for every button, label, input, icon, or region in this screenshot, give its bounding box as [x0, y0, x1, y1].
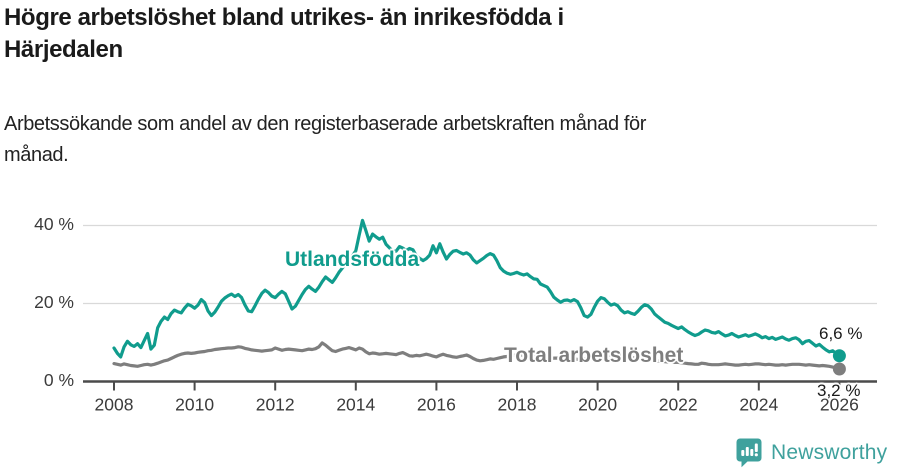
y-axis-tick-label: 40 %	[34, 214, 74, 234]
x-axis-tick-label: 2014	[336, 394, 375, 414]
series-label-total-arbetsloshet: Total arbetslöshet	[504, 344, 684, 367]
x-axis-tick-label: 2008	[95, 394, 134, 414]
y-axis-tick-label: 20 %	[34, 292, 74, 312]
x-axis-tick-label: 2010	[175, 394, 214, 414]
x-axis-tick-label: 2018	[498, 394, 537, 414]
x-axis-tick-label: 2016	[417, 394, 456, 414]
x-axis-tick-label: 2022	[659, 394, 698, 414]
series-line-total	[112, 341, 841, 371]
chart-title: Högre arbetslöshet bland utrikes- än inr…	[4, 2, 564, 66]
chart-subtitle: Arbetssökande som andel av den registerb…	[4, 109, 646, 171]
chart-subtitle-line-2: månad.	[4, 144, 69, 166]
x-axis-tick-label: 2024	[739, 394, 778, 414]
x-axis-tick-label: 2020	[578, 394, 617, 414]
newsworthy-logo[interactable]: Newsworthy	[735, 437, 887, 468]
chart-title-line-2: Härjedalen	[4, 36, 123, 63]
newsworthy-logo-text: Newsworthy	[771, 440, 888, 464]
x-axis-tick-label: 2026	[820, 394, 859, 414]
series-line-utlandsfodda	[112, 218, 841, 359]
series-end-dot-total	[832, 362, 846, 376]
chart-subtitle-line-1: Arbetssökande som andel av den registerb…	[4, 113, 646, 135]
series-end-dot-utlandsfodda	[832, 349, 846, 363]
end-value-total-arbetsloshet: 3,2 %	[817, 381, 861, 400]
newsworthy-bar-chart-bubble-icon	[736, 438, 762, 468]
x-axis-tick-label: 2012	[256, 394, 295, 414]
end-value-utlandsfodda: 6,6 %	[819, 324, 863, 343]
chart-title-line-1: Högre arbetslöshet bland utrikes- än inr…	[4, 4, 564, 31]
y-axis-tick-label: 0 %	[44, 370, 74, 390]
series-label-utlandsfodda: Utlandsfödda	[285, 248, 420, 271]
